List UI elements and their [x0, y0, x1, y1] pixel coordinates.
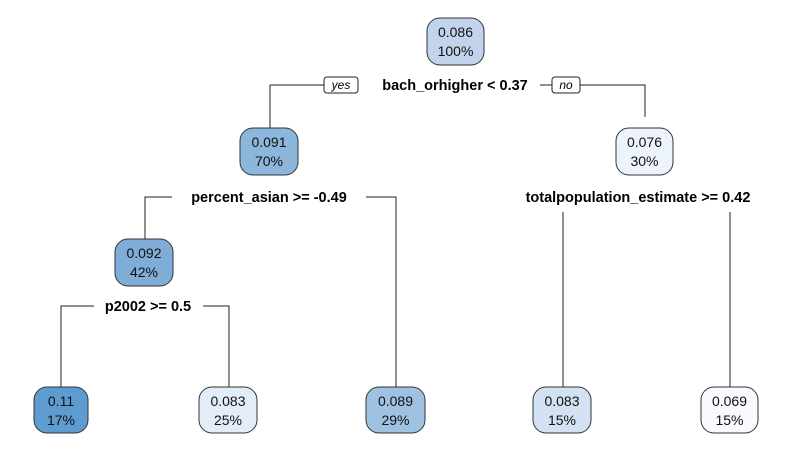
node-root: 0.086 100%	[426, 17, 485, 66]
node-percent: 15%	[548, 412, 576, 428]
edge-root-right	[580, 84, 646, 117]
node-value: 0.11	[48, 393, 74, 409]
node-leaf3: 0.089 29%	[365, 386, 426, 434]
split-label-n3: totalpopulation_estimate >= 0.42	[526, 190, 751, 206]
node-value: 0.089	[378, 393, 413, 409]
node-value: 0.069	[712, 393, 747, 409]
split-label-root: bach_orhigher < 0.37	[382, 78, 527, 94]
split-label-n4: p2002 >= 0.5	[105, 299, 191, 315]
node-percent: 70%	[255, 153, 283, 169]
node-value: 0.083	[544, 393, 579, 409]
node-value: 0.092	[126, 245, 161, 261]
node-value: 0.091	[251, 134, 286, 150]
no-tag: no	[551, 76, 581, 94]
split-labels: bach_orhigher < 0.37 percent_asian >= -0…	[105, 78, 751, 315]
node-percent: 17%	[47, 412, 75, 428]
node-percent: 30%	[630, 153, 658, 169]
split-label-n2: percent_asian >= -0.49	[191, 190, 347, 206]
node-n3: 0.076 30%	[615, 127, 674, 176]
node-percent: 15%	[715, 412, 743, 428]
node-value: 0.086	[438, 24, 473, 40]
node-percent: 42%	[130, 264, 158, 280]
edge-n4-right	[203, 305, 230, 387]
node-leaf1: 0.11 17%	[33, 386, 89, 434]
edge-n2-right	[366, 196, 397, 387]
node-n4: 0.092 42%	[114, 238, 174, 287]
node-value: 0.076	[627, 134, 662, 150]
node-leaf4: 0.083 15%	[532, 386, 592, 434]
node-value: 0.083	[210, 393, 245, 409]
node-percent: 29%	[381, 412, 409, 428]
no-tag-label: no	[559, 78, 573, 92]
node-n2: 0.091 70%	[239, 127, 299, 176]
node-leaf5: 0.069 15%	[700, 386, 759, 434]
node-leaf2: 0.083 25%	[198, 386, 258, 434]
yes-tag: yes	[323, 76, 359, 94]
node-percent: 25%	[214, 412, 242, 428]
edge-n4-left	[60, 305, 94, 387]
yes-tag-label: yes	[331, 78, 351, 92]
node-percent: 100%	[438, 43, 474, 59]
